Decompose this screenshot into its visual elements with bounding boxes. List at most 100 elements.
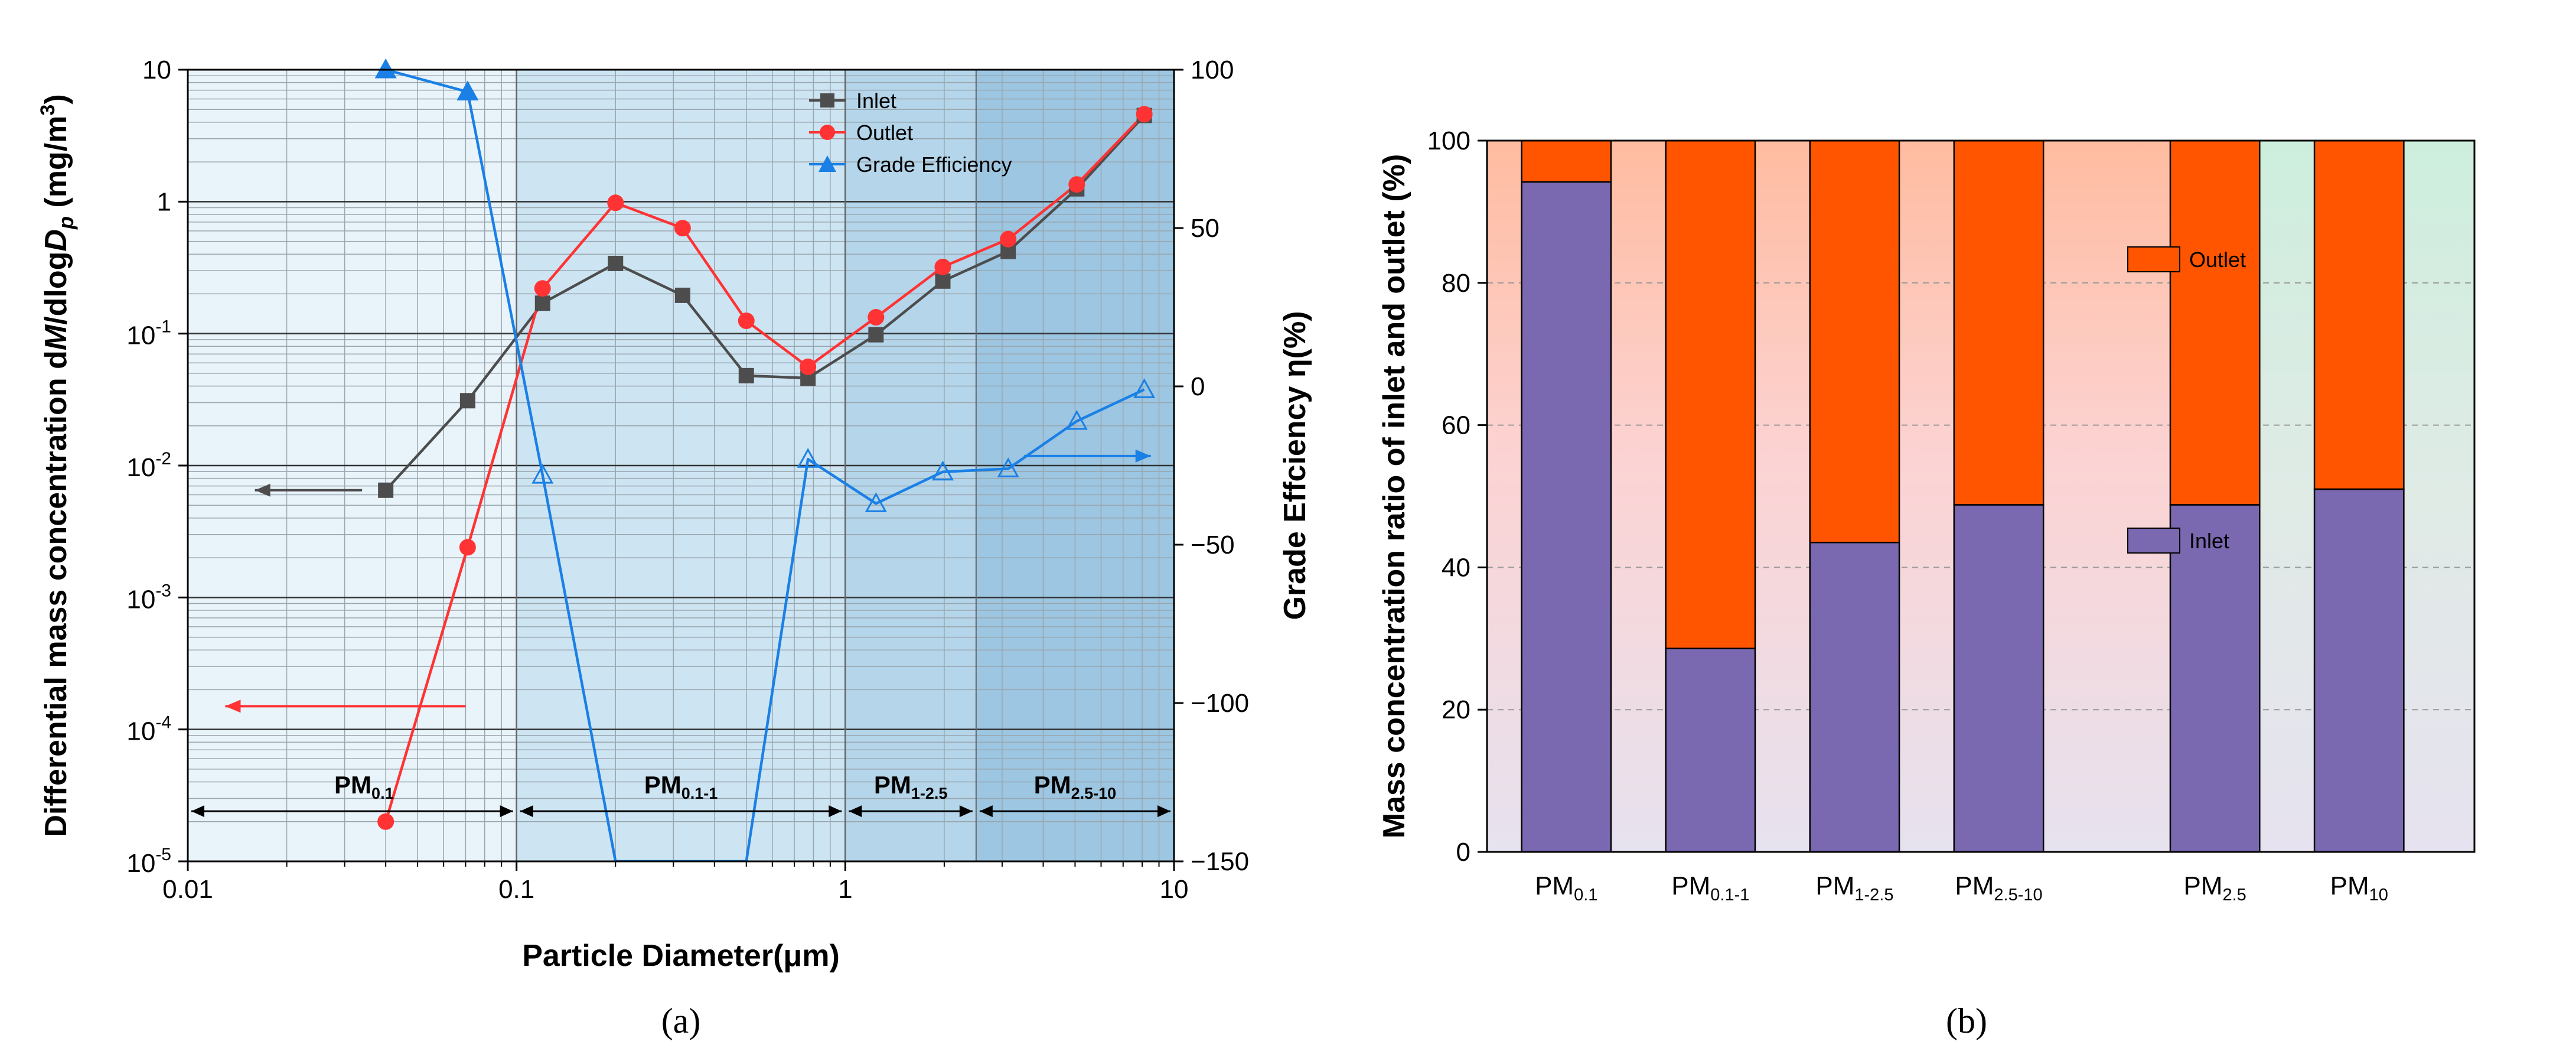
- range-arrow-right-0: [500, 805, 513, 818]
- range-arrow-right-2: [959, 805, 973, 818]
- category-label-0: PM0.1: [1535, 871, 1597, 904]
- point-grade-efficiency-6: [865, 492, 887, 512]
- y2-tick-label-0: 100: [1191, 56, 1234, 84]
- point-grade-efficiency-1: [456, 80, 479, 101]
- x-tick-label-3: 10: [1160, 875, 1189, 904]
- range-arrow-left-1: [520, 805, 533, 818]
- bar-outlet-2: [1809, 139, 1900, 544]
- arrow-inlet-left-head: [255, 483, 270, 497]
- legend-b: Outlet Inlet: [2127, 246, 2246, 554]
- point-outlet-4: [674, 220, 691, 237]
- x-tick-label-1: 0.1: [498, 875, 534, 904]
- stacked-bars: PM0.1 PM0.1-1 PM1-2.5 PM2.5-10 PM2.5 PM10: [1521, 139, 2405, 904]
- legend-swatch-inlet: [2127, 528, 2180, 554]
- y-tick-label-b-5: 100: [1427, 126, 1470, 155]
- panel-label-b: (b): [1946, 1001, 1987, 1040]
- arrow-efficiency-right-head: [1135, 449, 1151, 463]
- category-label-2: PM1-2.5: [1815, 871, 1893, 904]
- point-grade-efficiency-8: [997, 457, 1019, 477]
- category-label-3: PM2.5-10: [1955, 871, 2042, 904]
- y-axis-title-b: Mass concentration ratio of inlet and ou…: [1377, 154, 1411, 839]
- axis-arrows: [225, 449, 1151, 713]
- range-label-2: PM1-2.5: [874, 771, 948, 802]
- point-outlet-0: [377, 813, 394, 830]
- point-outlet-5: [738, 313, 755, 330]
- region-separators: [516, 70, 977, 861]
- axis-ticks: 0.01 0.1 1 10 10 1 10-1 10-2 10-3 10-4 10-5 100 50 0 −…: [126, 56, 1249, 904]
- point-outlet-6: [800, 358, 817, 375]
- point-outlet-10: [1068, 176, 1085, 193]
- point-outlet-3: [607, 194, 624, 212]
- point-inlet-1: [459, 393, 475, 409]
- range-arrow-right-1: [829, 805, 842, 818]
- range-arrow-left-3: [979, 805, 993, 818]
- y-tick-label-3: 10-2: [126, 449, 171, 482]
- bar-outlet-0: [1521, 139, 1612, 183]
- bar-inlet-5: [2313, 488, 2405, 853]
- bar-outlet-1: [1665, 139, 1756, 649]
- y-tick-label-0: 10: [142, 56, 171, 84]
- point-outlet-11: [1136, 106, 1153, 123]
- panel-label-a: (a): [661, 1001, 701, 1040]
- x-tick-label-2: 1: [838, 875, 852, 904]
- series-line-0: [384, 114, 1146, 492]
- point-inlet-2: [534, 295, 550, 311]
- range-arrow-left-2: [849, 805, 862, 818]
- category-label-5: PM10: [2330, 871, 2388, 904]
- point-inlet-5: [738, 367, 754, 383]
- y-tick-label-5: 10-4: [126, 713, 171, 746]
- series-line-2: [385, 70, 1145, 861]
- plot-frame-b: [1486, 139, 2476, 853]
- y-tick-label-1: 1: [157, 187, 171, 216]
- range-label-0: PM0.1: [334, 771, 394, 802]
- arrow-outlet-left-head: [225, 699, 241, 713]
- y-tick-label-b-1: 20: [1442, 695, 1470, 724]
- y-tick-label-4: 10-3: [126, 581, 171, 614]
- panel-b-chart: PM0.1 PM0.1-1 PM1-2.5 PM2.5-10 PM2.5 PM10 0 20…: [1377, 126, 2476, 1040]
- y2-tick-label-4: −100: [1191, 689, 1249, 718]
- y-tick-label-b-3: 60: [1442, 411, 1470, 440]
- point-outlet-1: [459, 539, 476, 556]
- point-inlet-3: [608, 255, 624, 271]
- x-axis-title-a: Particle Diameter(μm): [522, 939, 840, 973]
- point-grade-efficiency-9: [1065, 409, 1088, 430]
- bar-outlet-3: [1953, 139, 2045, 506]
- y-axis-title-left: Differential mass concentration dM/dlogD…: [37, 94, 78, 837]
- point-grade-efficiency-7: [931, 460, 954, 481]
- point-inlet-8: [935, 273, 951, 289]
- legend-label-efficiency: Grade Efficiency: [856, 152, 1012, 177]
- bar-inlet-0: [1521, 181, 1612, 853]
- legend-marker-outlet: [820, 125, 835, 140]
- point-grade-efficiency-5: [797, 448, 819, 468]
- series-markers: [374, 58, 1156, 830]
- legend-label-outlet-b: Outlet: [2189, 248, 2246, 272]
- range-label-3: PM2.5-10: [1034, 771, 1117, 802]
- bar-inlet-4: [2169, 504, 2261, 853]
- legend-marker-inlet: [820, 93, 834, 108]
- point-outlet-9: [1000, 230, 1017, 248]
- range-arrow-left-0: [191, 805, 204, 818]
- category-label-4: PM2.5: [2183, 871, 2246, 904]
- legend-label-inlet-b: Inlet: [2189, 529, 2229, 553]
- bar-inlet-2: [1809, 542, 1900, 853]
- axis-ticks-b: 0 20 40 60 80 100: [1427, 126, 1487, 867]
- point-outlet-2: [534, 280, 551, 297]
- series-line-1: [384, 113, 1146, 822]
- point-outlet-7: [868, 309, 885, 326]
- category-label-1: PM0.1-1: [1671, 871, 1749, 904]
- y-tick-label-b-4: 80: [1442, 269, 1470, 298]
- point-grade-efficiency-2: [531, 463, 554, 484]
- bar-outlet-5: [2313, 139, 2405, 490]
- bar-outlet-4: [2169, 139, 2261, 506]
- pm-range-arrows: PM0.1 PM0.1-1 PM1-2.5 PM2.5-10: [191, 771, 1170, 818]
- range-arrow-right-3: [1157, 805, 1170, 818]
- point-inlet-0: [378, 482, 394, 498]
- y2-tick-label-1: 50: [1191, 214, 1219, 243]
- legend-marker-efficiency: [819, 155, 836, 172]
- y2-tick-label-5: −150: [1191, 847, 1249, 876]
- legend-swatch-outlet: [2127, 246, 2180, 272]
- y-tick-label-b-2: 40: [1442, 553, 1470, 582]
- legend-label-outlet: Outlet: [856, 121, 913, 145]
- point-grade-efficiency-10: [1133, 378, 1156, 398]
